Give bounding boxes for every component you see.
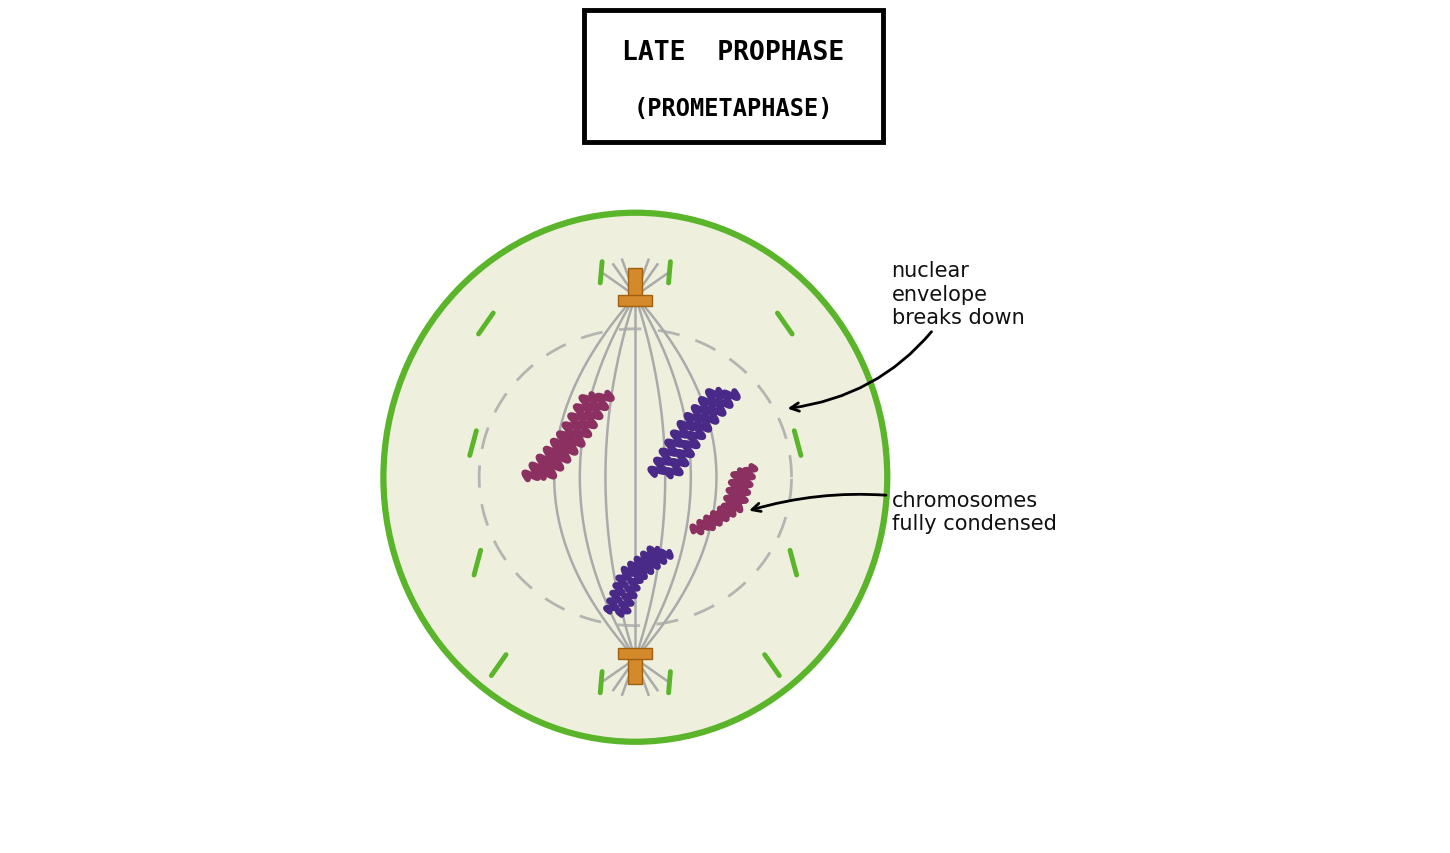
Text: nuclear
envelope
breaks down: nuclear envelope breaks down bbox=[790, 261, 1024, 412]
FancyBboxPatch shape bbox=[618, 647, 652, 659]
FancyBboxPatch shape bbox=[628, 269, 642, 301]
Text: (PROMETAPHASE): (PROMETAPHASE) bbox=[634, 97, 834, 121]
Text: chromosomes
fully condensed: chromosomes fully condensed bbox=[753, 490, 1057, 533]
Ellipse shape bbox=[383, 213, 887, 742]
Text: LATE  PROPHASE: LATE PROPHASE bbox=[622, 40, 845, 66]
FancyBboxPatch shape bbox=[584, 10, 883, 142]
FancyBboxPatch shape bbox=[628, 652, 642, 684]
FancyBboxPatch shape bbox=[618, 296, 652, 307]
